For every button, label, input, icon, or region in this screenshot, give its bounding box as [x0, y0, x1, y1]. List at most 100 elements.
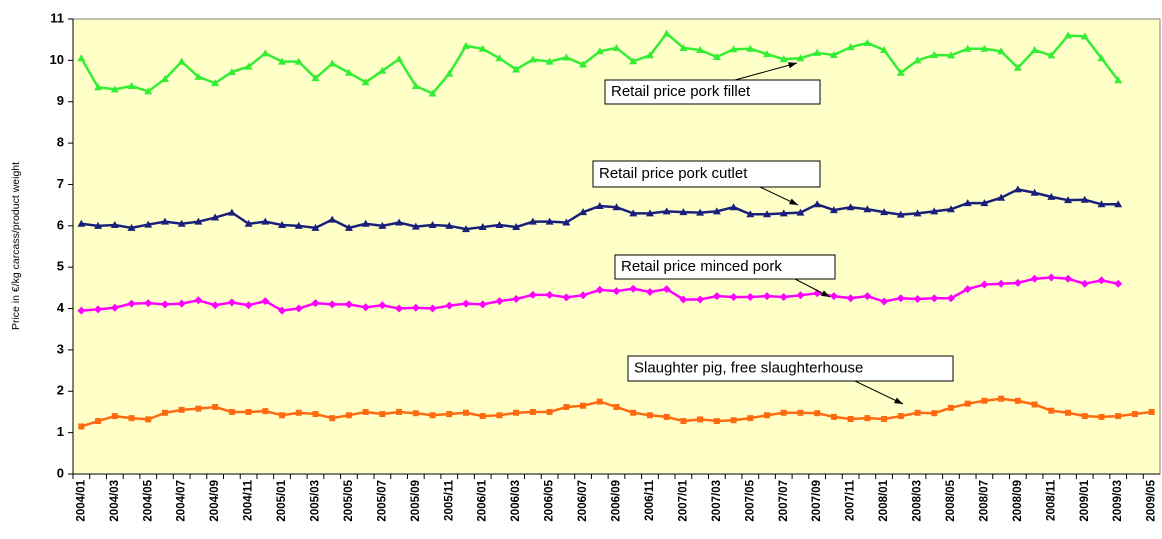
marker — [194, 217, 203, 225]
marker — [411, 303, 420, 312]
y-axis-label: Price in €/kg carcass/product weight — [10, 162, 22, 330]
marker — [746, 44, 755, 52]
marker — [947, 404, 954, 411]
marker — [546, 408, 553, 415]
marker — [428, 220, 437, 228]
x-tick-label: 2009/05 — [1146, 479, 1158, 521]
marker — [562, 218, 571, 226]
marker — [712, 207, 721, 215]
x-tick-label: 2008/11 — [1045, 479, 1057, 521]
marker — [411, 222, 420, 230]
arrow-head — [789, 198, 798, 205]
marker — [897, 413, 904, 420]
marker — [312, 411, 319, 418]
marker — [1115, 413, 1122, 420]
marker — [428, 89, 437, 97]
marker — [880, 208, 889, 216]
marker — [111, 413, 118, 420]
y-tick-label: 0 — [57, 465, 64, 480]
marker — [261, 297, 270, 306]
marker — [212, 403, 219, 410]
marker — [998, 395, 1005, 402]
marker — [1048, 407, 1055, 414]
marker — [796, 54, 805, 62]
marker — [479, 413, 486, 420]
marker — [712, 53, 721, 61]
marker — [228, 408, 235, 415]
marker — [881, 415, 888, 422]
x-tick-label: 2005/03 — [310, 480, 322, 522]
marker — [396, 408, 403, 415]
marker — [896, 294, 905, 303]
marker — [1148, 408, 1155, 415]
x-tick-label: 2004/05 — [142, 479, 154, 521]
marker — [931, 410, 938, 417]
annotation-arrow — [734, 62, 798, 81]
annotation-box — [592, 160, 821, 188]
marker — [528, 55, 537, 63]
marker — [663, 413, 670, 420]
x-tick-label: 2009/03 — [1112, 480, 1124, 522]
marker — [914, 409, 921, 416]
marker — [847, 415, 854, 422]
x-tick-label: 2007/05 — [744, 479, 756, 521]
y-tick-label: 6 — [57, 217, 64, 232]
x-tick-label: 2005/11 — [443, 479, 455, 521]
marker — [863, 205, 872, 213]
marker — [930, 207, 939, 215]
marker — [1114, 279, 1123, 288]
marker — [78, 423, 85, 430]
marker — [780, 409, 787, 416]
marker — [328, 300, 337, 309]
marker — [77, 219, 86, 227]
marker — [864, 415, 871, 422]
marker — [764, 412, 771, 419]
marker — [478, 223, 487, 231]
y-tick-label: 4 — [57, 300, 65, 315]
marker — [747, 415, 754, 422]
marker — [378, 66, 387, 74]
marker — [963, 199, 972, 207]
marker — [662, 285, 671, 294]
marker — [612, 43, 621, 51]
marker — [227, 208, 236, 216]
marker — [1080, 195, 1089, 203]
marker — [495, 297, 504, 306]
marker — [362, 408, 369, 415]
marker — [95, 418, 102, 425]
marker — [545, 217, 554, 225]
marker — [930, 50, 939, 58]
marker — [562, 53, 571, 61]
marker — [796, 208, 805, 216]
y-tick-label: 10 — [50, 52, 64, 67]
marker — [596, 398, 603, 405]
marker — [1114, 200, 1123, 208]
marker — [913, 295, 922, 304]
marker — [311, 223, 320, 231]
marker — [729, 292, 738, 301]
marker — [1081, 413, 1088, 420]
marker — [446, 411, 453, 418]
marker — [77, 306, 86, 315]
marker — [495, 220, 504, 228]
x-tick-label: 2008/05 — [945, 479, 957, 521]
marker — [294, 304, 303, 313]
marker — [278, 306, 287, 315]
x-tick-label: 2006/09 — [611, 480, 623, 522]
y-tick-label: 8 — [57, 135, 64, 150]
marker — [580, 402, 587, 409]
marker — [194, 296, 203, 305]
arrow-head — [821, 290, 830, 297]
marker — [613, 403, 620, 410]
marker — [763, 50, 772, 58]
marker — [595, 201, 604, 209]
marker — [729, 45, 738, 53]
marker — [1030, 274, 1039, 283]
marker — [662, 207, 671, 215]
x-tick-label: 2004/09 — [209, 480, 221, 522]
marker — [429, 412, 436, 419]
marker — [1097, 276, 1106, 285]
legend-label: Retail price pork cutlet — [599, 165, 748, 182]
annotation-arrow — [854, 380, 904, 405]
marker — [963, 285, 972, 294]
